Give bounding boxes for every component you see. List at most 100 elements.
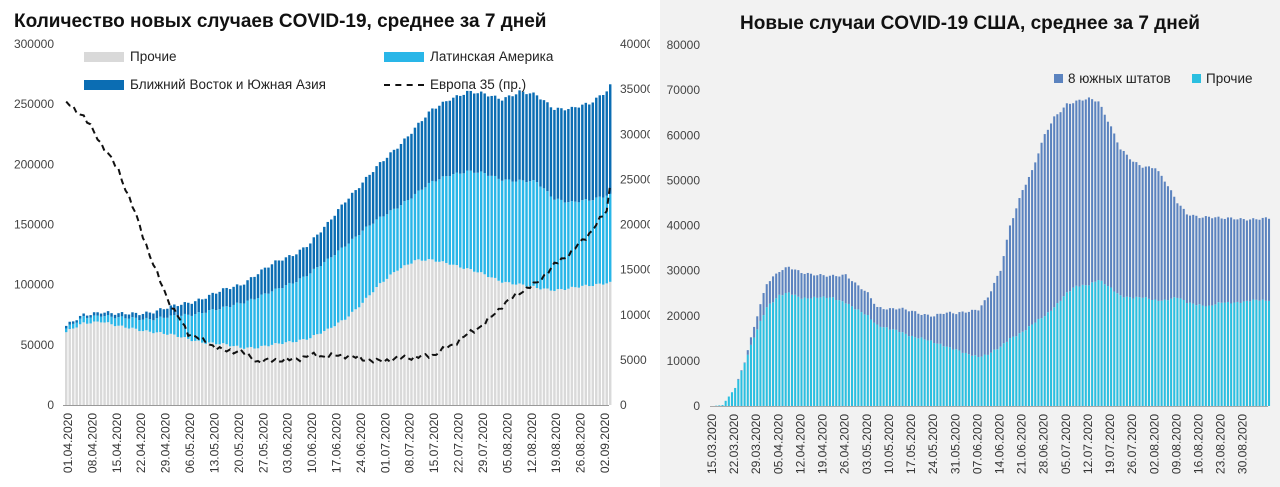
bar-us-other (999, 346, 1002, 406)
bar-me-south-asia (549, 107, 553, 197)
legend-us-other-label: Прочие (1206, 71, 1253, 86)
bar-us-south (1122, 150, 1125, 298)
bar-us-other (841, 301, 844, 406)
bar-us-south (1072, 103, 1075, 288)
bar-me-south-asia (375, 166, 378, 220)
bar-other (326, 328, 329, 405)
bar-me-south-asia (92, 312, 96, 316)
bar-us-other (768, 303, 771, 406)
bar-latin-america (399, 205, 403, 269)
bar-us-other (1097, 280, 1100, 406)
bar-us-other (828, 297, 831, 406)
right-x-tick-label: 02.08.2020 (1147, 414, 1161, 474)
bar-us-other (790, 294, 794, 406)
bar-me-south-asia (333, 215, 336, 256)
bar-us-other (933, 343, 936, 406)
bar-me-south-asia (382, 161, 385, 217)
legend-other: Прочие (84, 49, 177, 64)
bar-me-south-asia (518, 90, 521, 180)
bar-us-south (778, 272, 781, 295)
bar-us-other (936, 343, 939, 406)
bar-me-south-asia (553, 109, 556, 200)
right-x-tick-label: 28.06.2020 (1037, 414, 1051, 474)
bar-me-south-asia (99, 313, 103, 317)
bar-other (490, 277, 493, 405)
bar-us-other (1147, 298, 1151, 406)
bar-other (263, 345, 267, 405)
bar-other (225, 344, 228, 405)
bar-us-other (803, 297, 806, 406)
bar-other (570, 286, 574, 405)
bar-us-south (753, 326, 756, 338)
bar-us-other (1037, 318, 1040, 406)
bar-other (148, 331, 152, 405)
bar-us-other (920, 337, 923, 406)
left-chart-panel: Количество новых случаев COVID-19, средн… (13, 11, 650, 474)
bar-latin-america (152, 320, 155, 334)
left-y-tick-label: 100000 (14, 278, 54, 292)
bar-other (497, 280, 500, 405)
bar-us-south (1005, 239, 1008, 342)
bar-latin-america (413, 193, 417, 261)
bar-me-south-asia (162, 309, 166, 318)
bar-us-other (1119, 295, 1122, 406)
bar-latin-america (141, 319, 145, 332)
bar-other (221, 343, 225, 405)
bar-us-other (1185, 303, 1188, 406)
left-x-tick-label: 01.04.2020 (61, 413, 75, 473)
bar-other (371, 292, 375, 405)
bar-other (298, 339, 302, 405)
bar-latin-america (305, 276, 309, 340)
bar-us-other (1258, 300, 1261, 406)
bar-other (389, 274, 392, 405)
bar-us-other (1144, 297, 1147, 406)
bar-us-other (1223, 302, 1226, 406)
bar-latin-america (180, 315, 183, 338)
legend-other-label: Прочие (130, 49, 177, 64)
bar-us-other (882, 327, 885, 406)
bar-me-south-asia (577, 107, 581, 203)
bar-us-other (1116, 293, 1119, 406)
bar-latin-america (298, 278, 302, 340)
bar-other (483, 274, 486, 405)
bar-other (588, 286, 591, 405)
bar-us-other (1138, 297, 1141, 406)
bar-us-other (1154, 299, 1157, 406)
bar-other (507, 282, 511, 405)
bar-latin-america (242, 303, 246, 349)
left-x-tick-label: 01.07.2020 (378, 413, 392, 473)
left-y2-tick-label: 20000 (620, 218, 650, 232)
bar-me-south-asia (65, 325, 68, 329)
left-x-tick-label: 26.08.2020 (574, 413, 588, 473)
bar-us-south (952, 313, 955, 350)
bar-us-south (999, 270, 1002, 347)
bar-other (392, 272, 396, 405)
bar-us-south (1144, 166, 1147, 298)
bar-other (609, 281, 612, 405)
bar-other (211, 342, 214, 405)
bar-me-south-asia (253, 276, 256, 300)
bar-latin-america (343, 246, 347, 320)
bar-latin-america (584, 199, 588, 285)
left-y2-tick-label: 35000 (620, 82, 650, 96)
bar-me-south-asia (113, 314, 117, 319)
bar-us-other (1015, 336, 1018, 406)
bar-us-south (1087, 97, 1090, 286)
bar-us-south (1050, 123, 1053, 311)
bar-us-other (1018, 333, 1021, 406)
bar-other (253, 348, 256, 405)
left-y-tick-label: 50000 (21, 338, 55, 352)
bar-latin-america (281, 288, 284, 345)
bar-other (434, 261, 438, 405)
bar-latin-america (406, 200, 410, 265)
bar-me-south-asia (595, 97, 598, 198)
bar-us-south (923, 314, 926, 340)
bar-me-south-asia (357, 188, 361, 236)
bar-latin-america (211, 309, 214, 343)
bar-us-south (1147, 166, 1151, 299)
bar-me-south-asia (138, 315, 141, 321)
bar-me-south-asia (270, 264, 274, 292)
right-x-tick-label: 16.08.2020 (1192, 414, 1206, 474)
bar-latin-america (71, 323, 75, 329)
bar-other (382, 281, 385, 405)
